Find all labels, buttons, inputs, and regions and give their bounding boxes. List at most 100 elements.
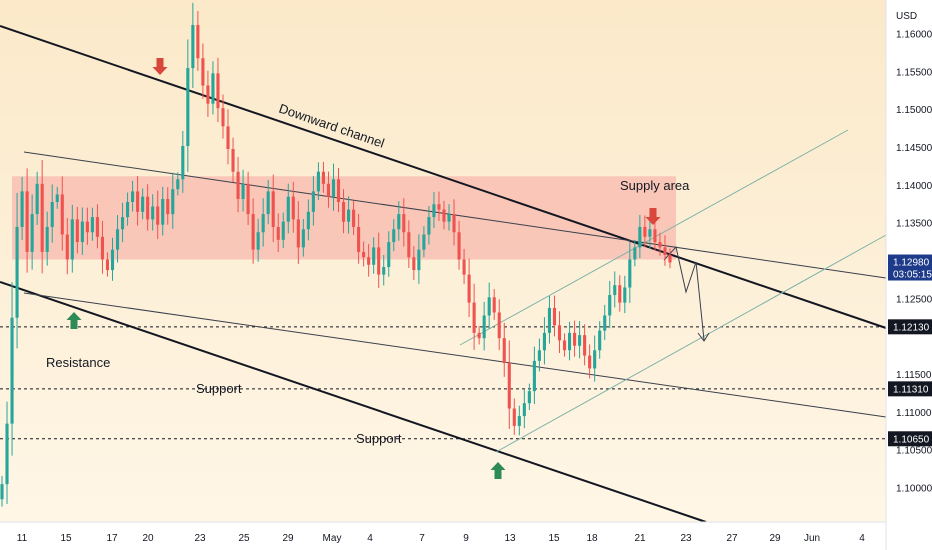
- candle: [517, 416, 521, 426]
- candle: [628, 259, 632, 288]
- price-label-box-3: [888, 431, 932, 447]
- projected-path-arrowhead: [697, 332, 710, 342]
- candle: [90, 217, 94, 233]
- candle: [377, 247, 381, 275]
- candle: [236, 171, 240, 199]
- candle: [387, 242, 391, 268]
- candle: [321, 171, 326, 184]
- candle: [537, 350, 541, 361]
- marker-arrow-support-up: [490, 462, 506, 479]
- candle: [658, 242, 662, 248]
- x-tick-label: 18: [586, 533, 598, 544]
- candle: [0, 484, 4, 500]
- candle: [583, 335, 587, 356]
- candle: [352, 209, 356, 227]
- candle: [80, 221, 84, 243]
- candle: [196, 24, 200, 59]
- candle: [216, 73, 220, 109]
- candle: [120, 217, 125, 230]
- annotation-support-lower: Support: [356, 431, 402, 446]
- candle: [567, 332, 572, 351]
- candle: [527, 391, 531, 404]
- candle: [487, 297, 491, 316]
- candle: [95, 217, 99, 237]
- candle: [447, 214, 451, 222]
- x-tick-label: 11: [17, 533, 28, 544]
- x-tick-label: 21: [634, 533, 646, 544]
- candle: [372, 247, 376, 265]
- candle: [296, 219, 300, 248]
- candle: [100, 236, 105, 260]
- candle: [507, 363, 511, 409]
- candle: [276, 226, 280, 240]
- candle: [547, 307, 552, 333]
- candle: [241, 183, 245, 199]
- y-tick-label: 1.10500: [896, 446, 932, 457]
- candle: [156, 206, 160, 225]
- candle: [136, 191, 140, 212]
- candle: [55, 194, 59, 202]
- candle: [186, 68, 190, 147]
- y-tick-label: 1.15000: [896, 105, 932, 116]
- price-label-value-0: 1.12980: [893, 258, 930, 269]
- candle: [341, 201, 346, 222]
- candle: [492, 297, 496, 313]
- price-label-box-0: [888, 254, 932, 281]
- candle: [462, 259, 466, 275]
- candle: [593, 350, 597, 369]
- candle: [422, 234, 426, 250]
- y-tick-label: 1.14500: [896, 143, 932, 154]
- candle: [542, 332, 546, 351]
- y-tick-label: 1.14000: [896, 181, 932, 192]
- x-tick-label: Jun: [804, 533, 820, 544]
- candle: [226, 126, 230, 150]
- projected-path: [663, 245, 705, 341]
- y-tick-label: 1.11000: [896, 408, 932, 419]
- x-tick-label: 13: [504, 533, 516, 544]
- x-tick-label: 27: [726, 533, 738, 544]
- candle: [70, 219, 74, 260]
- candle: [357, 226, 361, 252]
- candle: [286, 196, 290, 222]
- y-tick-label: 1.11500: [896, 370, 932, 381]
- candle: [75, 219, 79, 243]
- candle: [201, 58, 205, 86]
- candle: [291, 196, 295, 220]
- price-label-box-1: [888, 319, 932, 335]
- candle: [206, 85, 210, 104]
- candle: [412, 257, 416, 271]
- rising-channel-lower: [495, 234, 887, 453]
- candle: [151, 206, 155, 220]
- candle: [467, 274, 471, 303]
- candle: [588, 355, 592, 369]
- candle: [105, 259, 110, 271]
- y-tick-label: 1.10000: [896, 483, 932, 494]
- candle: [221, 108, 225, 127]
- candle: [532, 360, 536, 392]
- candle: [326, 183, 331, 197]
- x-tick-label: 29: [769, 533, 781, 544]
- candle: [482, 315, 486, 339]
- candle: [522, 403, 526, 417]
- candle: [141, 196, 145, 212]
- candle: [402, 214, 406, 233]
- candle: [60, 194, 64, 235]
- candle: [246, 183, 250, 215]
- candle: [407, 232, 411, 258]
- candle: [552, 307, 557, 326]
- x-tick-label: 17: [106, 533, 118, 544]
- x-tick-label: May: [323, 533, 342, 544]
- annotation-supply-area: Supply area: [620, 178, 690, 193]
- x-tick-label: 15: [548, 533, 560, 544]
- candle: [50, 201, 54, 227]
- candle: [578, 335, 582, 346]
- candle: [643, 226, 647, 237]
- time-axis-panel[interactable]: [0, 522, 886, 550]
- candle: [45, 226, 49, 252]
- candle: [231, 149, 235, 172]
- candle: [25, 191, 29, 252]
- candle: [306, 211, 310, 230]
- marker-arrow-top-down: [152, 58, 168, 75]
